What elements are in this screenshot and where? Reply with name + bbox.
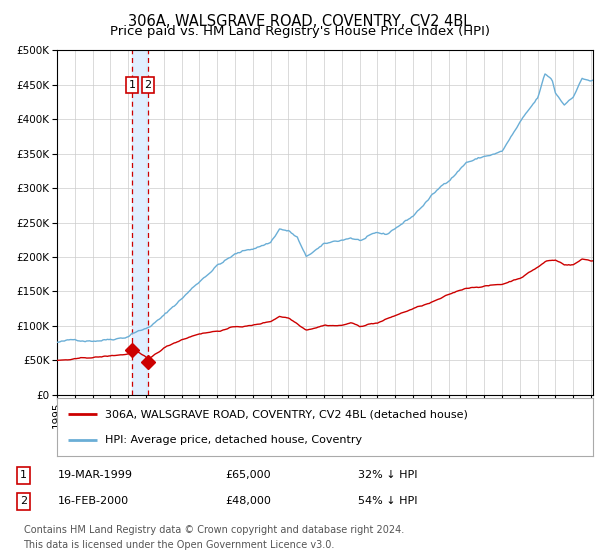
Text: £48,000: £48,000	[225, 496, 271, 506]
Text: Price paid vs. HM Land Registry's House Price Index (HPI): Price paid vs. HM Land Registry's House …	[110, 25, 490, 38]
Bar	[132, 50, 148, 395]
Text: 32% ↓ HPI: 32% ↓ HPI	[358, 470, 417, 480]
Text: This data is licensed under the Open Government Licence v3.0.: This data is licensed under the Open Gov…	[23, 540, 335, 550]
Text: 19-MAR-1999: 19-MAR-1999	[58, 470, 133, 480]
Text: 1: 1	[20, 470, 27, 480]
Text: £65,000: £65,000	[225, 470, 271, 480]
Text: HPI: Average price, detached house, Coventry: HPI: Average price, detached house, Cove…	[105, 435, 362, 445]
Text: 306A, WALSGRAVE ROAD, COVENTRY, CV2 4BL (detached house): 306A, WALSGRAVE ROAD, COVENTRY, CV2 4BL …	[105, 409, 468, 419]
Text: 306A, WALSGRAVE ROAD, COVENTRY, CV2 4BL: 306A, WALSGRAVE ROAD, COVENTRY, CV2 4BL	[128, 14, 472, 29]
Text: Contains HM Land Registry data © Crown copyright and database right 2024.: Contains HM Land Registry data © Crown c…	[23, 525, 404, 535]
Text: 2: 2	[20, 496, 27, 506]
Text: 16-FEB-2000: 16-FEB-2000	[58, 496, 129, 506]
Text: 1: 1	[128, 80, 136, 90]
Text: 54% ↓ HPI: 54% ↓ HPI	[358, 496, 417, 506]
Text: 2: 2	[145, 80, 152, 90]
